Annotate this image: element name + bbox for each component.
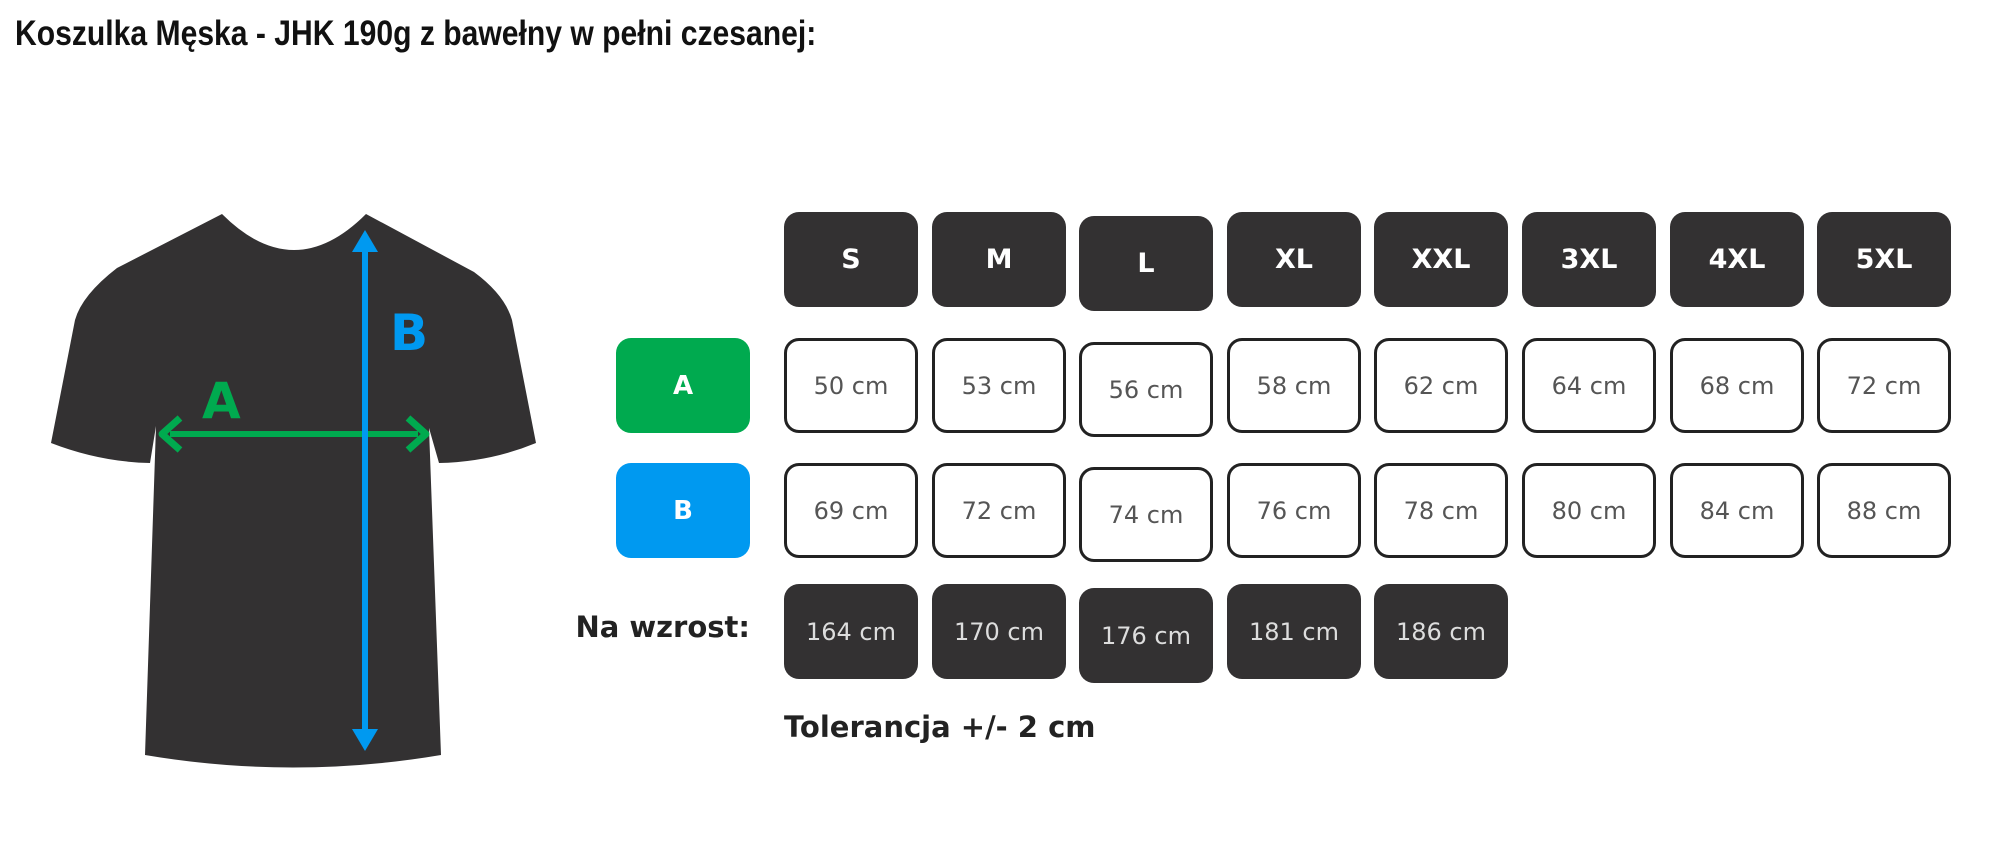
- tshirt-icon: [51, 214, 536, 768]
- cell-a: 72 cm: [1817, 338, 1951, 433]
- cell-b: 80 cm: [1522, 463, 1656, 558]
- cell-a: 62 cm: [1374, 338, 1508, 433]
- cell-b: 72 cm: [932, 463, 1066, 558]
- size-header: 4XL: [1670, 212, 1804, 307]
- cell-height: 181 cm: [1227, 584, 1361, 679]
- size-header: XL: [1227, 212, 1361, 307]
- cell-a: 58 cm: [1227, 338, 1361, 433]
- cell-height: 164 cm: [784, 584, 918, 679]
- cell-height: 176 cm: [1079, 588, 1213, 683]
- cell-a: 64 cm: [1522, 338, 1656, 433]
- diagram-label-a: A: [202, 372, 241, 430]
- cell-a: 53 cm: [932, 338, 1066, 433]
- row-label-b: B: [616, 463, 750, 558]
- cell-height: 170 cm: [932, 584, 1066, 679]
- size-header: 5XL: [1817, 212, 1951, 307]
- length-arrow-b: [352, 230, 378, 751]
- cell-a: 50 cm: [784, 338, 918, 433]
- page-title: Koszulka Męska - JHK 190g z bawełny w pe…: [15, 14, 817, 53]
- row-label-height: Na wzrost:: [575, 610, 750, 644]
- tshirt-diagram: A B: [51, 214, 536, 768]
- cell-b: 88 cm: [1817, 463, 1951, 558]
- cell-a: 68 cm: [1670, 338, 1804, 433]
- tolerance-note: Tolerancja +/- 2 cm: [784, 710, 1096, 744]
- width-arrow-a: [158, 415, 430, 453]
- cell-b: 76 cm: [1227, 463, 1361, 558]
- cell-b: 69 cm: [784, 463, 918, 558]
- size-header: L: [1079, 216, 1213, 311]
- cell-a: 56 cm: [1079, 342, 1213, 437]
- cell-b: 84 cm: [1670, 463, 1804, 558]
- cell-height: 186 cm: [1374, 584, 1508, 679]
- size-header: 3XL: [1522, 212, 1656, 307]
- cell-b: 74 cm: [1079, 467, 1213, 562]
- size-header: XXL: [1374, 212, 1508, 307]
- diagram-label-b: B: [390, 304, 428, 362]
- size-header: M: [932, 212, 1066, 307]
- cell-b: 78 cm: [1374, 463, 1508, 558]
- size-header: S: [784, 212, 918, 307]
- row-label-a: A: [616, 338, 750, 433]
